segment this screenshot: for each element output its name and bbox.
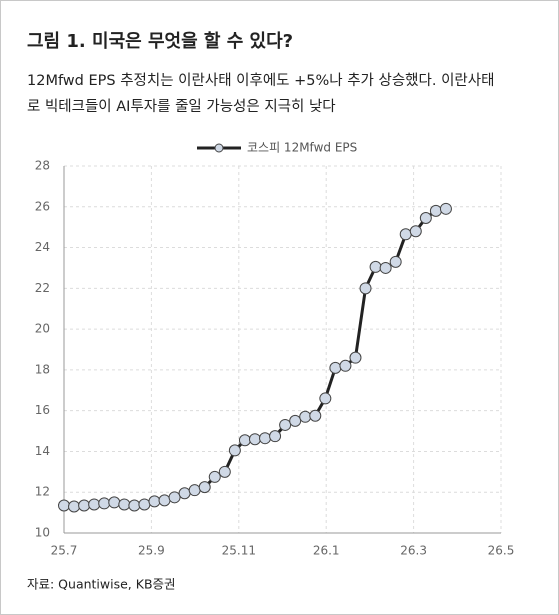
x-tick-label: 26.1 xyxy=(313,544,340,558)
y-tick-label: 24 xyxy=(35,240,50,254)
marker xyxy=(228,444,241,457)
marker xyxy=(329,361,342,374)
marker xyxy=(389,255,402,268)
marker xyxy=(319,392,332,405)
y-tick-label: 14 xyxy=(35,444,50,458)
marker xyxy=(108,496,121,509)
marker xyxy=(148,495,161,508)
marker xyxy=(439,202,452,215)
y-tick-label: 28 xyxy=(35,159,50,173)
y-tick-label: 18 xyxy=(35,362,50,376)
marker xyxy=(279,418,292,431)
x-tick-label: 25.7 xyxy=(51,544,78,558)
series-line xyxy=(63,207,447,509)
x-tick-label: 25.11 xyxy=(222,544,256,558)
marker xyxy=(419,211,432,224)
marker xyxy=(208,470,221,483)
marker xyxy=(309,409,322,422)
marker xyxy=(138,498,151,511)
marker xyxy=(98,497,111,510)
marker xyxy=(339,359,352,372)
marker xyxy=(198,481,211,494)
legend-label: 코스피 12Mfwd EPS xyxy=(247,141,357,155)
marker xyxy=(259,432,272,445)
y-tick-label: 12 xyxy=(35,485,50,499)
marker xyxy=(369,260,382,273)
marker xyxy=(269,430,282,443)
legend-marker xyxy=(214,143,224,153)
marker xyxy=(349,351,362,364)
x-tick-label: 26.3 xyxy=(400,544,427,558)
x-tick-label: 26.5 xyxy=(488,544,515,558)
marker xyxy=(58,499,70,512)
chart-title: 그림 1. 미국은 무엇을 할 수 있다? xyxy=(27,30,293,52)
source: 자료: Quantiwise, KB증권 xyxy=(27,577,176,592)
marker xyxy=(158,494,171,507)
marker xyxy=(399,228,412,241)
marker xyxy=(238,434,251,447)
y-tick-label: 10 xyxy=(35,526,50,540)
marker xyxy=(429,204,442,217)
marker xyxy=(188,484,201,497)
y-tick-label: 22 xyxy=(35,281,50,295)
x-tick-label: 25.9 xyxy=(138,544,165,558)
marker xyxy=(379,261,392,274)
marker xyxy=(409,225,422,238)
marker xyxy=(178,487,191,500)
marker xyxy=(78,499,91,512)
marker xyxy=(168,491,181,504)
y-tick-label: 16 xyxy=(35,403,50,417)
subtitle: 로 빅테크들이 AI투자를 줄일 가능성은 지극히 낮다 xyxy=(27,98,336,115)
marker xyxy=(118,498,131,511)
marker xyxy=(299,410,312,423)
marker xyxy=(248,433,261,446)
y-tick-label: 26 xyxy=(35,199,50,213)
y-tick-label: 20 xyxy=(35,322,50,336)
marker xyxy=(289,414,302,427)
marker xyxy=(88,498,101,511)
marker xyxy=(68,500,81,513)
subtitle: 12Mfwd EPS 추정치는 이란사태 이후에도 +5%나 추가 상승했다. … xyxy=(27,72,494,89)
marker xyxy=(218,465,231,478)
marker xyxy=(128,499,141,512)
marker xyxy=(359,282,372,295)
